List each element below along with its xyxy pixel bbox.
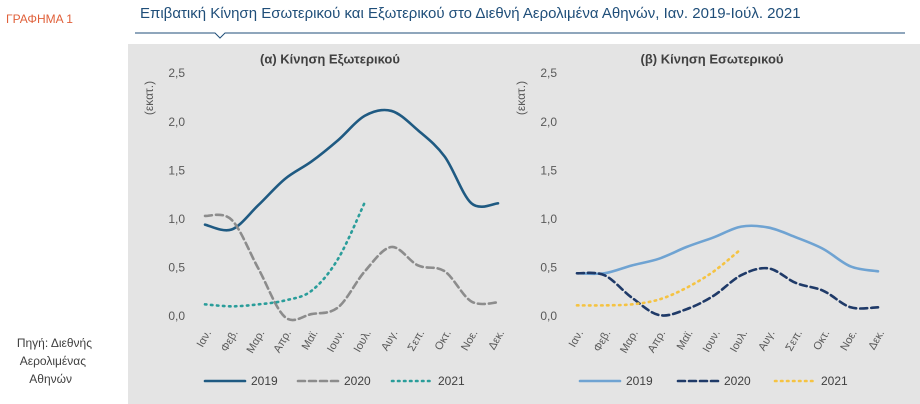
source: Πηγή: Διεθνής [17, 336, 92, 350]
legend-label: 2019 [251, 374, 278, 388]
series-line [203, 201, 367, 308]
series-line [203, 108, 500, 232]
series-line [575, 266, 880, 317]
y-tick-label: 0,5 [540, 261, 557, 275]
legend-label: 2021 [821, 374, 848, 388]
series-line [575, 224, 880, 276]
source: Αερολιμένας [20, 354, 86, 368]
y-tick-label: 0,5 [168, 261, 185, 275]
title-rule [135, 32, 905, 39]
y-tick-label: 1,5 [168, 163, 185, 177]
y-tick-label: 0,0 [540, 309, 557, 323]
y-tick-label: 2,5 [168, 66, 185, 80]
series-line [203, 213, 500, 322]
legend-label: 2020 [344, 374, 371, 388]
y-tick-label: 1,0 [168, 212, 185, 226]
y-tick-label: 2,0 [540, 115, 557, 129]
y-tick-label: 1,0 [540, 212, 557, 226]
y-axis-label: (εκατ.) [142, 81, 156, 115]
legend-label: 2020 [724, 374, 751, 388]
y-tick-label: 2,5 [540, 66, 557, 80]
title: Επιβατική Κίνηση Εσωτερικού και Εξωτερικ… [140, 5, 801, 22]
panel-title: (α) Κίνηση Εξωτερικού [260, 51, 400, 66]
y-tick-label: 1,5 [540, 163, 557, 177]
source: Αθηνών [29, 372, 72, 386]
y-tick-label: 0,0 [168, 309, 185, 323]
panel-title: (β) Κίνηση Εσωτερικού [641, 51, 784, 66]
y-axis-label: (εκατ.) [514, 81, 528, 115]
legend-label: 2021 [438, 374, 465, 388]
y-tick-label: 2,0 [168, 115, 185, 129]
series-line [575, 247, 743, 307]
chart-background [128, 44, 920, 404]
legend-label: 2019 [626, 374, 653, 388]
figure-label: ΓΡΑΦΗΜΑ 1 [6, 12, 73, 26]
